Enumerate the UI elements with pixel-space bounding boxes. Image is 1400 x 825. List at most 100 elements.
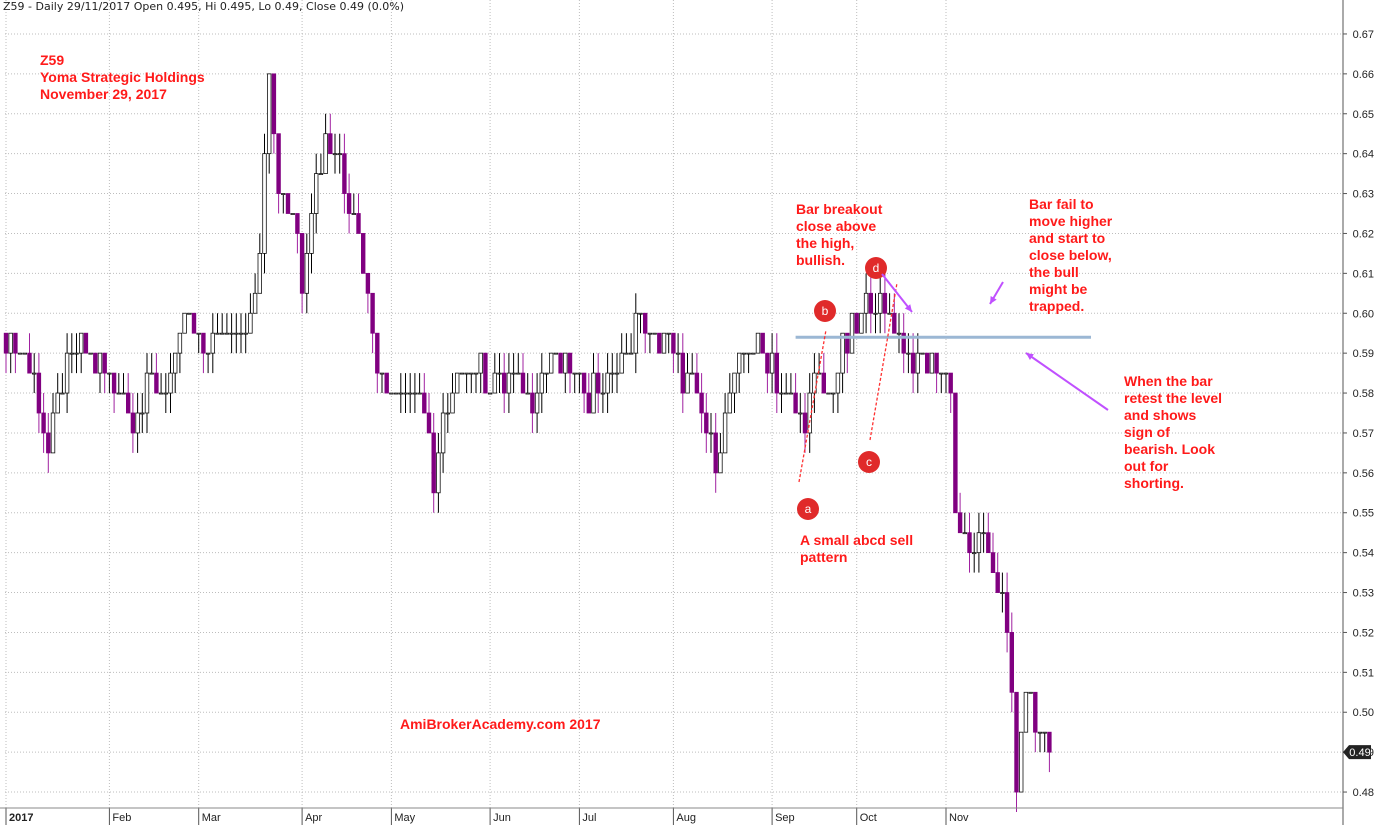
candle-down [342,153,347,194]
candle-up [88,352,93,355]
candle-up [863,292,869,314]
candle-up [219,332,225,335]
candle-up [210,332,215,354]
candle-down [986,532,991,554]
x-tick-label: Aug [676,812,696,824]
candle-down [271,73,277,135]
y-tick-label: 0.62 [1353,228,1374,240]
annotation-line: the high, [796,235,855,251]
candle-up [445,412,450,415]
candle-down [713,432,718,474]
candle-down [3,332,9,354]
candle-up [196,332,201,335]
candle-up [304,253,309,294]
candle-up [1028,691,1033,694]
retest-pointer-arrow [1025,352,1109,411]
candle-up [229,332,234,335]
candle-up [859,312,864,334]
candle-up [878,292,883,314]
candle-down [694,372,700,394]
candle-up [638,312,643,315]
candle-up [163,392,168,395]
candle-up [544,372,549,375]
candle-up [920,352,925,355]
point-marker-d [865,257,887,279]
candle-up [751,352,756,355]
candle-down [46,432,51,454]
candle-up [309,213,314,254]
candle-down [356,213,361,234]
y-tick-label: 0.53 [1353,588,1374,600]
candle-up [389,392,394,395]
candle-up [497,372,502,375]
annotation-line: sign of [1124,424,1170,440]
candle-down [83,332,89,354]
candle-up [675,352,681,355]
candle-up [605,372,610,394]
candle-up [417,392,422,395]
x-tick-label: Mar [202,812,221,824]
candle-down [558,352,563,374]
candle-up [323,133,328,175]
candle-down [802,412,808,434]
breakout-pointer-arrow [881,273,913,313]
candle-up [652,332,657,335]
candle-up [779,392,784,395]
candle-up [107,372,112,375]
candle-up [741,352,747,355]
candle-up [525,392,530,395]
candle-down [1014,691,1019,793]
candle-up [614,372,620,375]
retest-annotation: When the bar retest the level and shows … [1124,373,1222,492]
y-tick-label: 0.50 [1353,707,1374,719]
candle-up [182,312,187,334]
candle-down [925,352,930,374]
candle-up [737,352,742,374]
watermark: AmiBrokerAcademy.com 2017 [400,716,601,732]
candle-down [41,412,46,434]
candle-down [93,352,98,374]
candle-down [530,392,535,414]
candle-down [821,372,826,394]
candle-up [351,213,356,215]
candle-up [412,392,418,395]
annotation-line: close below, [1029,247,1112,263]
candle-up [313,173,319,214]
y-tick-label: 0.57 [1353,428,1374,440]
candle-up [69,352,74,355]
candle-up [628,352,634,355]
point-label-b: b [822,304,829,318]
candle-up [135,412,140,434]
candle-down [431,432,436,494]
candle-up [873,312,878,315]
x-tick-label: Sep [775,812,795,824]
point-label-c: c [866,455,872,469]
candle-up [572,372,577,375]
candle-down [276,133,281,194]
point-label-a: a [805,502,812,516]
y-tick-label: 0.52 [1353,627,1374,639]
candle-down [854,312,859,334]
candle-down [868,292,873,314]
x-tick-label: May [394,812,415,824]
candle-up [140,412,145,415]
candle-up [727,392,732,414]
candle-down [299,233,305,294]
chart-date: November 29, 2017 [40,86,167,102]
candle-down [567,352,573,374]
candle-down [375,332,380,374]
x-tick-label: Apr [305,812,322,824]
candle-down [370,292,375,334]
candle-up [121,392,126,395]
candle-up [661,332,667,354]
candle-up [266,73,272,155]
candle-up [516,372,521,375]
x-tick-label: Oct [860,812,877,824]
candle-up [633,312,638,354]
candle-up [906,352,911,355]
candle-down [760,332,765,354]
candle-up [234,332,239,335]
candle-down [699,392,704,414]
candle-up [929,352,935,374]
